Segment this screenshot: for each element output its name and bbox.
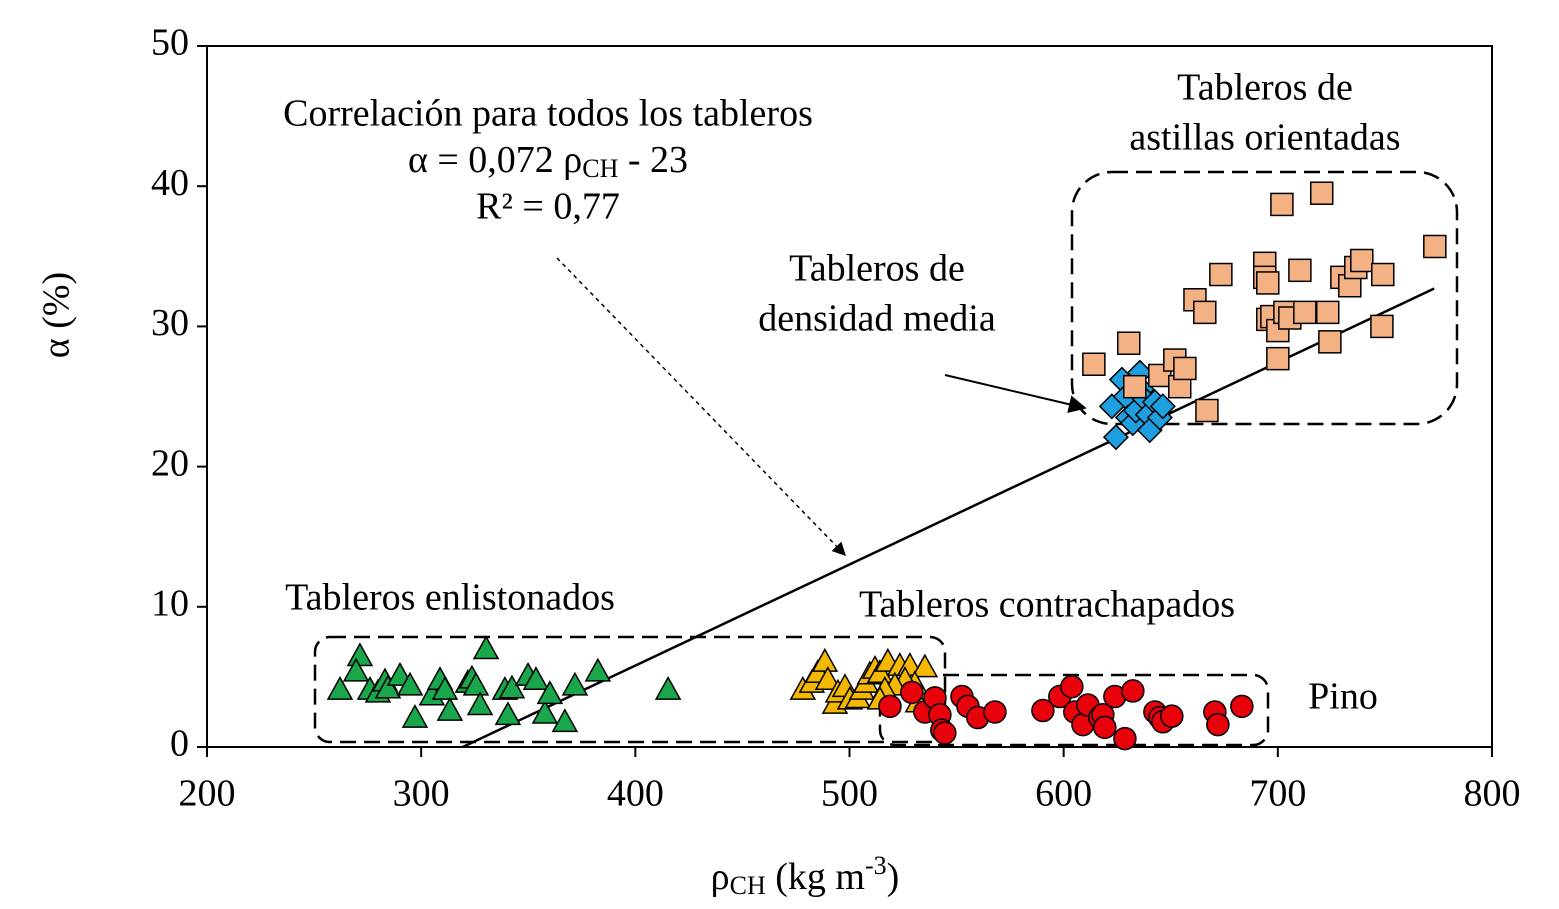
- y-tick-label: 10: [151, 583, 189, 625]
- triangle-point: [342, 657, 370, 682]
- square-point: [1117, 331, 1141, 355]
- group-label: Pino: [1308, 676, 1378, 718]
- circle-point: [983, 700, 1007, 724]
- triangle-point: [814, 666, 842, 691]
- x-tick-label: 200: [179, 773, 236, 815]
- group-label: Tableros de: [789, 248, 965, 290]
- circle-point: [933, 721, 957, 745]
- x-label-sub: CH: [730, 871, 766, 900]
- triangle-point: [346, 642, 374, 667]
- x-tick-label: 400: [607, 773, 664, 815]
- square-point: [1209, 262, 1233, 287]
- triangle-point: [431, 675, 459, 700]
- square-point: [1423, 234, 1447, 259]
- y-axis-label: α (%): [36, 272, 78, 358]
- y-tick-label: 30: [151, 302, 189, 344]
- circle-point: [1031, 698, 1055, 723]
- x-label-sup: -3: [865, 851, 887, 880]
- circle-point: [1093, 715, 1117, 740]
- circle-point: [878, 694, 902, 719]
- x-tick-label: 800: [1464, 773, 1521, 815]
- square-point: [1315, 300, 1340, 325]
- triangle-point: [531, 699, 559, 724]
- triangle-point: [401, 704, 429, 728]
- square-point: [1193, 300, 1217, 325]
- square-point: [1266, 346, 1290, 371]
- square-point: [1309, 181, 1334, 205]
- circle-point: [1160, 704, 1184, 728]
- square-point: [1371, 262, 1395, 287]
- circle-point: [1121, 679, 1145, 703]
- square-point: [1082, 352, 1106, 377]
- triangle-point: [494, 701, 522, 726]
- x-label-part: ): [887, 856, 900, 898]
- triangle-point: [522, 666, 550, 691]
- dashed-box: [1070, 170, 1459, 426]
- y-tick-label: 0: [170, 723, 189, 765]
- x-label-part: ρ: [711, 856, 730, 898]
- triangle-point: [911, 653, 939, 678]
- arrow: [556, 257, 846, 556]
- triangle-point: [811, 647, 839, 672]
- x-tick-label: 600: [1035, 773, 1092, 815]
- triangle-point: [536, 680, 564, 705]
- square-point: [1123, 374, 1147, 399]
- group-label: Tableros contrachapados: [859, 584, 1235, 626]
- square-point: [1256, 271, 1280, 295]
- x-tick-label: 700: [1249, 773, 1306, 815]
- triangle-point: [466, 691, 494, 716]
- triangle-point: [654, 675, 682, 700]
- square-point: [1288, 258, 1312, 283]
- correlation-title: Correlación para todos los tableros: [283, 93, 813, 135]
- circle-point: [1060, 674, 1084, 699]
- equation-part: - 23: [618, 139, 688, 181]
- square-point: [1270, 192, 1294, 217]
- equation-sub: CH: [582, 154, 618, 183]
- square-point: [1350, 248, 1374, 273]
- arrow: [944, 374, 1087, 414]
- diamond-point: [1149, 393, 1176, 420]
- group-label: Tableros de: [1177, 67, 1353, 109]
- circle-point: [900, 680, 924, 705]
- square-point: [1173, 356, 1197, 381]
- triangle-point: [326, 675, 354, 700]
- x-tick-label: 500: [821, 773, 878, 815]
- equation-part: α = 0,072 ρ: [408, 139, 582, 181]
- group-label: Tableros enlistonados: [285, 577, 615, 619]
- triangle-point: [561, 671, 589, 696]
- equation: α = 0,072 ρCH - 23: [408, 139, 688, 183]
- triangle-point: [462, 671, 490, 696]
- x-label-part: (kg m: [766, 856, 865, 898]
- triangle-point: [498, 674, 526, 699]
- dashed-box: [313, 635, 947, 744]
- r-squared: R² = 0,77: [476, 186, 620, 228]
- triangle-point: [396, 671, 424, 696]
- circle-point: [1206, 712, 1230, 737]
- circle-point: [1230, 694, 1254, 719]
- triangle-point: [584, 657, 612, 682]
- group-label: densidad media: [758, 298, 996, 340]
- y-tick-label: 50: [151, 22, 189, 64]
- triangle-point: [374, 674, 402, 699]
- square-point: [1195, 398, 1219, 423]
- square-point: [1370, 314, 1394, 339]
- square-point: [1318, 330, 1342, 354]
- y-tick-label: 20: [151, 442, 189, 484]
- circle-point: [1113, 726, 1137, 751]
- triangle-point: [551, 708, 579, 733]
- square-point: [1293, 300, 1317, 325]
- triangle-point: [436, 697, 464, 721]
- x-axis-label: ρCH (kg m-3): [711, 851, 900, 900]
- group-label: astillas orientadas: [1129, 117, 1400, 159]
- triangle-point: [472, 635, 500, 660]
- diamond-point: [1102, 424, 1129, 451]
- x-tick-label: 300: [393, 773, 450, 815]
- y-tick-label: 40: [151, 162, 189, 204]
